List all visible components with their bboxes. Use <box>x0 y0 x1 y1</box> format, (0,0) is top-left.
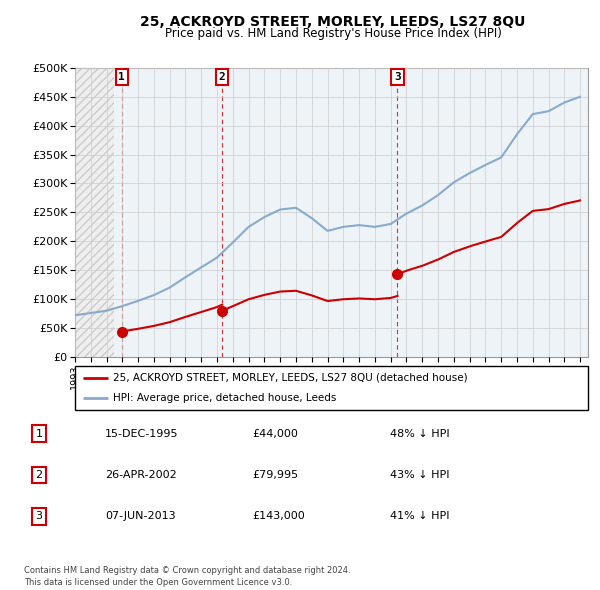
Text: 48% ↓ HPI: 48% ↓ HPI <box>390 429 449 438</box>
Text: HPI: Average price, detached house, Leeds: HPI: Average price, detached house, Leed… <box>113 393 337 403</box>
Text: 2: 2 <box>219 72 226 82</box>
Text: 1: 1 <box>35 429 43 438</box>
Text: Price paid vs. HM Land Registry's House Price Index (HPI): Price paid vs. HM Land Registry's House … <box>164 27 502 40</box>
Text: 15-DEC-1995: 15-DEC-1995 <box>105 429 179 438</box>
Text: Contains HM Land Registry data © Crown copyright and database right 2024.
This d: Contains HM Land Registry data © Crown c… <box>24 566 350 587</box>
Text: 3: 3 <box>35 512 43 521</box>
Text: 2: 2 <box>35 470 43 480</box>
Text: 41% ↓ HPI: 41% ↓ HPI <box>390 512 449 521</box>
Text: 07-JUN-2013: 07-JUN-2013 <box>105 512 176 521</box>
Text: 3: 3 <box>394 72 401 82</box>
Text: 43% ↓ HPI: 43% ↓ HPI <box>390 470 449 480</box>
Text: 25, ACKROYD STREET, MORLEY, LEEDS, LS27 8QU: 25, ACKROYD STREET, MORLEY, LEEDS, LS27 … <box>140 15 526 29</box>
Text: 25, ACKROYD STREET, MORLEY, LEEDS, LS27 8QU (detached house): 25, ACKROYD STREET, MORLEY, LEEDS, LS27 … <box>113 373 468 383</box>
Text: £79,995: £79,995 <box>252 470 298 480</box>
Bar <box>75 68 115 357</box>
Text: £44,000: £44,000 <box>252 429 298 438</box>
Text: £143,000: £143,000 <box>252 512 305 521</box>
Text: 26-APR-2002: 26-APR-2002 <box>105 470 177 480</box>
Text: 1: 1 <box>118 72 125 82</box>
